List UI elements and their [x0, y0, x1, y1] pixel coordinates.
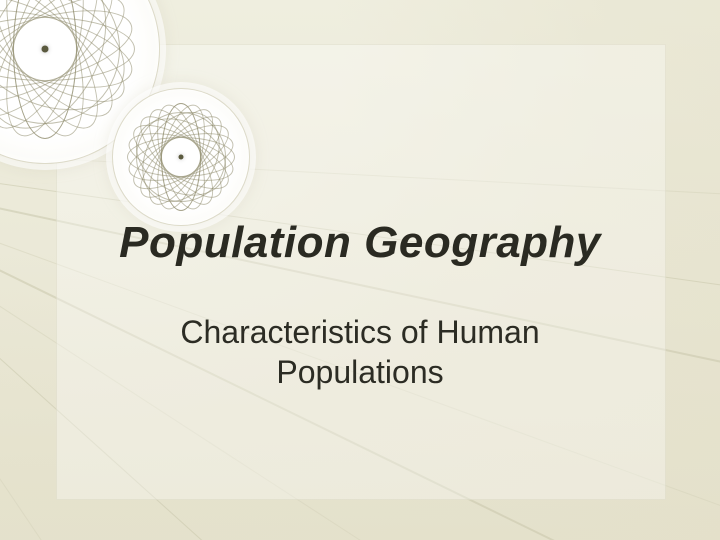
slide-title: Population Geography: [40, 218, 680, 268]
sphere-plate: [112, 88, 250, 226]
sphere-center-dot: [42, 46, 49, 53]
slide-subtitle: Characteristics of Human Populations: [100, 312, 620, 392]
sphere-center-dot: [179, 155, 184, 160]
